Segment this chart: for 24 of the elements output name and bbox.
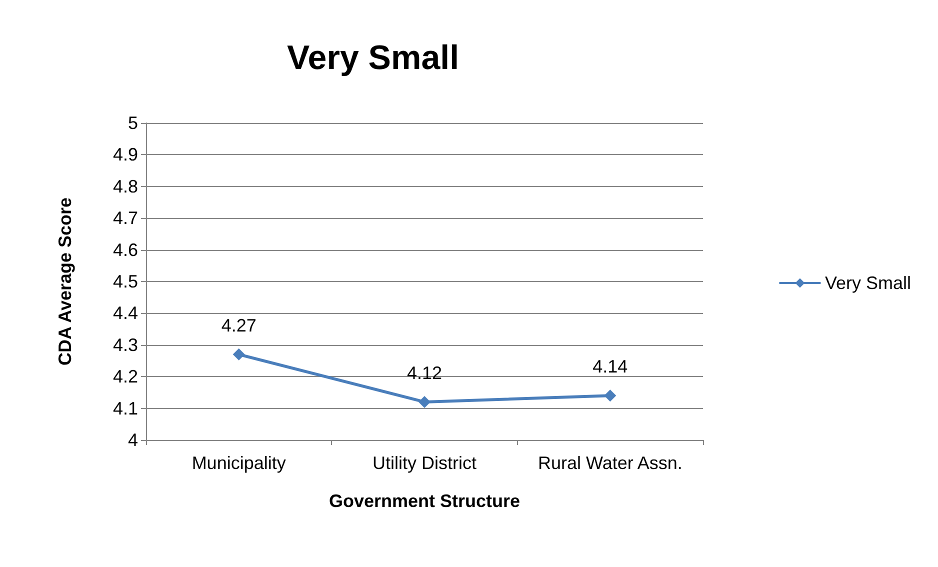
y-tick-label: 4.7 (112, 208, 138, 228)
y-tick-label: 5 (128, 113, 138, 133)
legend-label: Very Small (824, 273, 912, 293)
point (418, 396, 430, 408)
y-tick-label: 4.2 (112, 366, 138, 387)
y-tick-label: 4.3 (112, 334, 138, 355)
y-tick-label: 4.8 (112, 176, 138, 196)
y-tick-label: 4.4 (112, 303, 138, 324)
data-label: 4.14 (592, 356, 628, 377)
y-axis-title: CDA Average Score (55, 197, 75, 366)
y-tick-label: 4.6 (112, 240, 138, 260)
x-axis-title: Government Structure (328, 491, 520, 511)
point (232, 348, 245, 360)
data-label: 4.27 (221, 315, 256, 336)
y-tick-label: 4.9 (112, 144, 138, 165)
point (604, 390, 616, 402)
x-tick-label: Municipality (192, 453, 286, 473)
chart-title: Very Small (286, 39, 460, 77)
y-tick-label: 4.1 (112, 398, 138, 418)
x-tick-label: Rural Water Assn. (538, 453, 682, 473)
y-tick-label: 4.5 (112, 272, 138, 292)
x-tick-label: Utility District (372, 453, 476, 473)
data-label: 4.12 (406, 362, 442, 383)
y-tick-label: 4 (128, 430, 138, 450)
